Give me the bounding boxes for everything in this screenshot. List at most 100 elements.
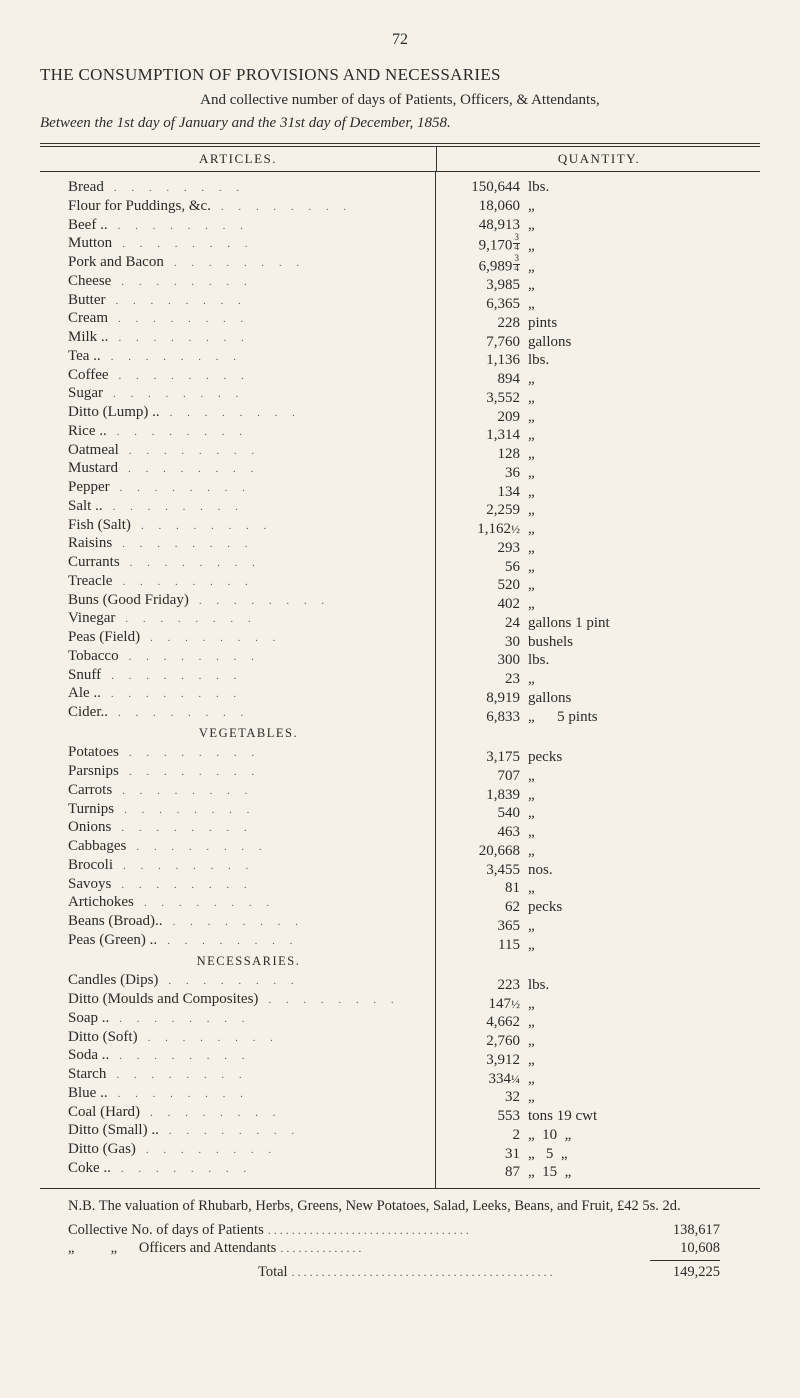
quantity-row: 2,259„ <box>448 501 754 520</box>
quantity-row: 8,919gallons <box>448 689 754 708</box>
quantity-unit: pecks <box>528 898 562 917</box>
article-row: Peas (Field). . . . . . . . <box>68 628 429 647</box>
leader-dots: . . . . . . . . <box>199 595 429 609</box>
article-name: Artichokes <box>68 893 134 912</box>
leader-dots: . . . . . . . . <box>121 276 429 290</box>
quantity-unit: „ <box>528 823 535 842</box>
article-row: Ditto (Soft). . . . . . . . <box>68 1028 429 1047</box>
quantity-number: 228 <box>448 314 528 333</box>
quantity-row: 18,060„ <box>448 197 754 216</box>
quantity-number: 2,259 <box>448 501 528 520</box>
article-name: Savoys <box>68 875 111 894</box>
quantity-unit: „ <box>528 1013 535 1032</box>
article-name: Ditto (Moulds and Composites) <box>68 990 258 1009</box>
quantity-number: 3,175 <box>448 748 528 767</box>
quantity-unit: „ <box>528 595 535 614</box>
leader-dots: . . . . . . . . <box>113 388 429 402</box>
article-name: Coke .. <box>68 1159 111 1178</box>
quantity-unit: „ <box>528 917 535 936</box>
article-name: Milk .. <box>68 328 108 347</box>
leader-dots: . . . . . . . . <box>114 182 429 196</box>
article-name: Tobacco <box>68 647 119 666</box>
leader-dots: . . . . . . . . <box>150 1107 429 1121</box>
article-name: Brocoli <box>68 856 113 875</box>
article-row: Cheese . . . . . . . . <box>68 272 429 291</box>
articles-column: Bread. . . . . . . .Flour for Puddings, … <box>40 172 436 1188</box>
leader-dots: . . . . . . . . <box>128 463 429 477</box>
fraction: ½ <box>511 997 520 1011</box>
article-name: Soap .. <box>68 1009 109 1028</box>
article-name: Cider.. <box>68 703 108 722</box>
leader-dots: . . . . . . . . <box>116 1069 429 1083</box>
quantity-unit: bushels <box>528 633 573 652</box>
article-name: Rice .. <box>68 422 107 441</box>
leader-dots: . . . . . . . . <box>144 897 429 911</box>
table-header: ARTICLES. QUANTITY. <box>40 146 760 172</box>
article-name: Blue .. <box>68 1084 108 1103</box>
article-row: Blue ... . . . . . . . <box>68 1084 429 1103</box>
leader-dots: . . . . . . . . <box>118 332 429 346</box>
article-row: Cream. . . . . . . . <box>68 309 429 328</box>
quantity-number: 4,662 <box>448 1013 528 1032</box>
quantity-row: 553tons 19 cwt <box>448 1107 754 1126</box>
collective-total: Total ..................................… <box>68 1263 760 1281</box>
quantity-unit: „ <box>528 408 535 427</box>
leader-dots: . . . . . . . . <box>111 351 429 365</box>
leader-dots: . . . . . . . . <box>173 916 429 930</box>
quantity-unit: „ <box>528 842 535 861</box>
collective-label-2: „ „ Officers and Attendants <box>68 1239 276 1257</box>
article-row: Cider... . . . . . . . <box>68 703 429 722</box>
quantity-number: 520 <box>448 576 528 595</box>
article-row: Onions. . . . . . . . <box>68 818 429 837</box>
article-row: Turnips. . . . . . . . <box>68 800 429 819</box>
quantity-row: 24gallons 1 pint <box>448 614 754 633</box>
quantity-number: 48,913 <box>448 216 528 235</box>
article-name: Mutton <box>68 234 112 253</box>
quantity-number: 3,912 <box>448 1051 528 1070</box>
quantity-unit: „ <box>528 1070 535 1089</box>
quantity-number: 3,985 <box>448 276 528 295</box>
article-row: Currants. . . . . . . . <box>68 553 429 572</box>
quantity-unit: „ <box>528 804 535 823</box>
article-row: Soap ... . . . . . . . <box>68 1009 429 1028</box>
page-number: 72 <box>40 30 760 50</box>
quantity-number: 36 <box>448 464 528 483</box>
quantity-unit: „ <box>528 464 535 483</box>
article-name: Peas (Green) .. <box>68 931 157 950</box>
quantity-unit: „ <box>528 501 535 520</box>
article-row: Brocoli. . . . . . . . <box>68 856 429 875</box>
leader-dots: . . . . . . . . <box>169 1125 429 1139</box>
article-name: Cheese <box>68 272 111 291</box>
article-name: Raisins <box>68 534 112 553</box>
article-name: Soda .. <box>68 1046 109 1065</box>
quantity-unit: „ <box>528 767 535 786</box>
quantity-row: 540„ <box>448 804 754 823</box>
article-name: Starch <box>68 1065 106 1084</box>
quantity-number: 894 <box>448 370 528 389</box>
quantity-row: 32„ <box>448 1088 754 1107</box>
quantity-number: 6,833 <box>448 708 528 727</box>
quantity-row: 1,839„ <box>448 786 754 805</box>
article-name: Cabbages <box>68 837 126 856</box>
quantity-number: 30 <box>448 633 528 652</box>
quantity-number: 23 <box>448 670 528 689</box>
article-row: Tea ... . . . . . . . <box>68 347 429 366</box>
article-row: Pepper. . . . . . . . <box>68 478 429 497</box>
article-row: Salt ... . . . . . . . <box>68 497 429 516</box>
section-heading: NECESSARIES. <box>68 950 429 972</box>
top-rule <box>40 143 760 144</box>
quantity-number: 147½ <box>448 995 528 1014</box>
leader-dots: . . . . . . . . <box>129 766 429 780</box>
nb-note: N.B. The valuation of Rhubarb, Herbs, Gr… <box>68 1197 760 1215</box>
article-name: Ditto (Small) .. <box>68 1121 159 1140</box>
quantity-row: 6,98934„ <box>448 255 754 276</box>
quantity-row: 228pints <box>448 314 754 333</box>
quantity-number: 6,98934 <box>448 255 528 276</box>
article-row: Parsnips. . . . . . . . <box>68 762 429 781</box>
total-label: Total <box>68 1263 288 1281</box>
article-row: Bread. . . . . . . . <box>68 178 429 197</box>
article-row: Oatmeal. . . . . . . . <box>68 441 429 460</box>
leader-dots: . . . . . . . . <box>122 238 429 252</box>
quantity-number: 1,162½ <box>448 520 528 539</box>
article-name: Peas (Field) <box>68 628 140 647</box>
